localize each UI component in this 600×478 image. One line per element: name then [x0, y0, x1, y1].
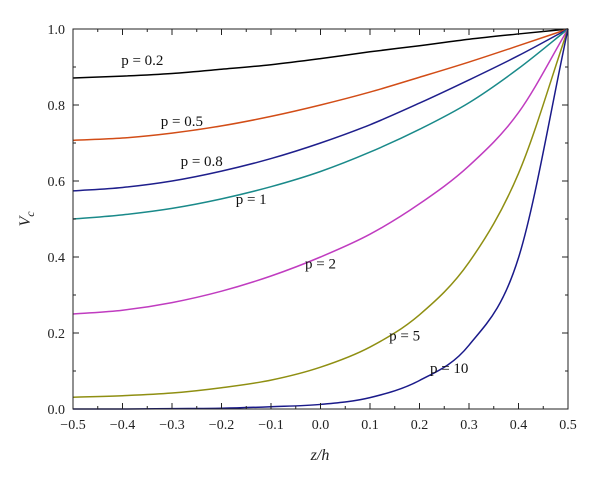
series-label: p = 10	[430, 361, 468, 377]
series-label: p = 2	[305, 256, 336, 272]
series-line	[72, 28, 569, 220]
series-label: p = 0.8	[181, 154, 223, 170]
x-tick-label: 0.5	[559, 418, 577, 433]
y-tick-label: 0.2	[48, 327, 66, 342]
x-tick-label: −0.3	[159, 418, 184, 433]
x-tick-label: −0.5	[60, 418, 85, 433]
series-group	[72, 28, 569, 410]
x-tick-label: −0.1	[258, 418, 283, 433]
y-axis-label-main: V	[17, 215, 34, 227]
y-tick-label: 0.6	[48, 175, 66, 190]
x-tick-label: 0.0	[312, 418, 330, 433]
x-axis-label: z/h	[310, 447, 330, 464]
series-label: p = 0.5	[161, 114, 203, 130]
y-tick-label: 1.0	[48, 23, 66, 38]
x-tick-label: −0.2	[209, 418, 234, 433]
axes: −0.5 −0.4 −0.3 −0.2 −0.1 0.0 0.1 0.2 0.3 0.4 0.5 0.…	[48, 23, 577, 433]
x-tick-label: −0.4	[110, 418, 135, 433]
series-line	[72, 28, 569, 398]
x-tick-label: 0.4	[510, 418, 528, 433]
series-line	[72, 28, 569, 315]
series-line	[72, 28, 569, 192]
series-label: p = 5	[389, 329, 420, 345]
x-tick-label: 0.1	[361, 418, 379, 433]
x-tick-label: 0.2	[411, 418, 429, 433]
y-tick-label: 0.8	[48, 99, 66, 114]
series-line	[72, 28, 569, 142]
series-line	[72, 28, 569, 79]
series-label: p = 1	[236, 192, 267, 208]
y-axis-label-sub: c	[23, 211, 37, 217]
x-tick-label: 0.3	[460, 418, 478, 433]
series-labels: p = 0.2 p = 0.5 p = 0.8 p = 1 p = 2 p = 5 p = …	[121, 53, 468, 377]
series-label: p = 0.2	[121, 53, 163, 69]
y-tick-label: 0.4	[48, 251, 66, 266]
y-axis-label: Vc	[17, 211, 37, 227]
y-tick-label: 0.0	[48, 403, 66, 418]
